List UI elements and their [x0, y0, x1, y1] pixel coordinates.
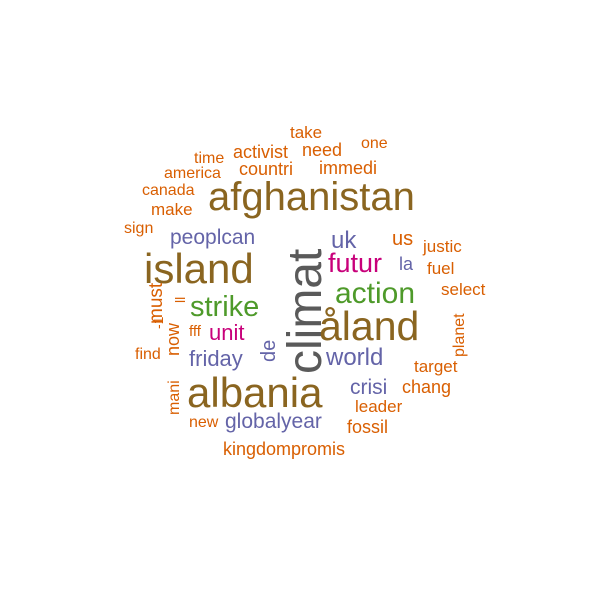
- word-unit: unit: [209, 320, 245, 345]
- word-mani: mani: [166, 380, 183, 415]
- word-de: de: [258, 339, 280, 362]
- word-us: us: [392, 228, 414, 250]
- word-make: make: [151, 200, 193, 219]
- word-albania: albania: [187, 369, 323, 416]
- word-now: now: [163, 322, 183, 356]
- word-immedi: immedi: [319, 158, 378, 178]
- word-world: world: [326, 344, 384, 371]
- word-take: take: [290, 123, 323, 142]
- word-sign: sign: [124, 220, 154, 237]
- word-island: island: [144, 245, 254, 292]
- word-aland: åland: [319, 303, 420, 349]
- word-one: one: [361, 135, 388, 152]
- word-fossil: fossil: [347, 417, 389, 437]
- word-strike: strike: [190, 291, 260, 323]
- word-kingdompromis: kingdompromis: [223, 439, 346, 459]
- word-uk: uk: [331, 227, 357, 254]
- word-fff: fff: [189, 323, 201, 340]
- word-crisi: crisi: [350, 376, 388, 399]
- word-countri: countri: [239, 159, 294, 179]
- word-la: la: [399, 254, 414, 274]
- word-planet: planet: [451, 313, 468, 357]
- word-futur: futur: [328, 248, 383, 278]
- word-chang: chang: [402, 377, 452, 397]
- word-afghanistan: afghanistan: [208, 175, 415, 219]
- word-activist: activist: [233, 142, 289, 162]
- word-ll: ll: [172, 296, 188, 303]
- word-america: america: [164, 165, 221, 182]
- word-target: target: [414, 357, 458, 376]
- word-select: select: [441, 280, 486, 299]
- word-action: action: [335, 277, 416, 310]
- word-time: time: [194, 150, 225, 167]
- word-peoplcan: peoplcan: [170, 226, 256, 249]
- word-fuel: fuel: [427, 259, 455, 278]
- word-friday: friday: [189, 346, 243, 371]
- word-find: find: [135, 346, 161, 363]
- word-need: need: [302, 140, 343, 160]
- word-globalyear: globalyear: [225, 410, 322, 433]
- word-canada: canada: [142, 182, 195, 199]
- word-justic: justic: [423, 237, 462, 256]
- word-leader: leader: [355, 397, 403, 416]
- word-new: new: [189, 414, 219, 431]
